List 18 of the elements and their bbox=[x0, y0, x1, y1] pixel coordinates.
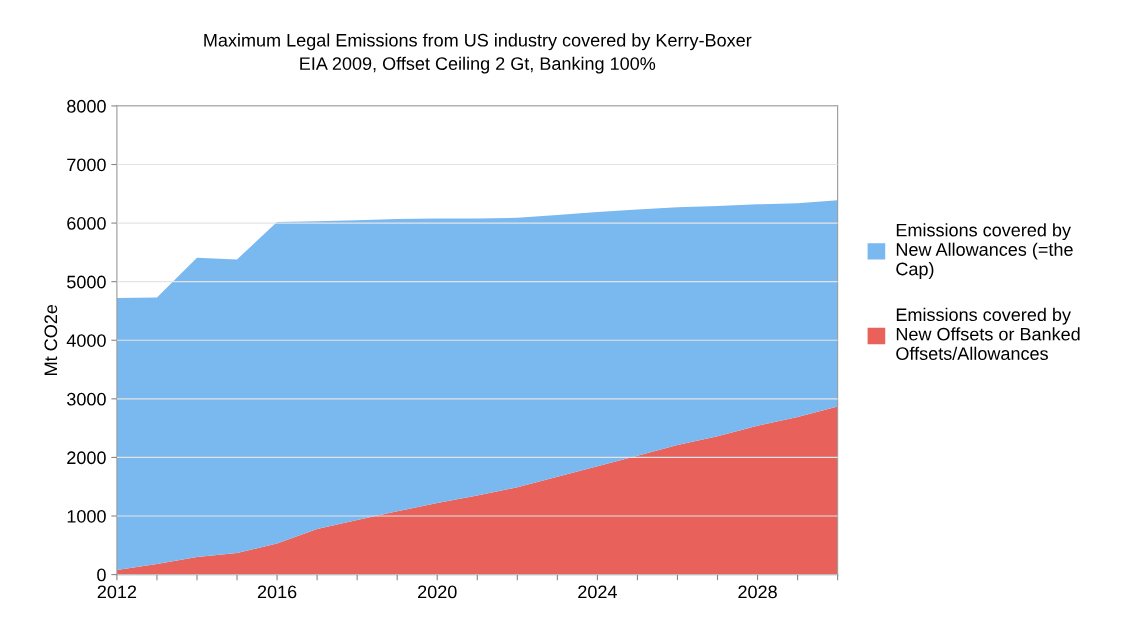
legend-label: Emissions covered by New Offsets or Banked Offsets/Allowances bbox=[896, 307, 1080, 360]
y-tick-label: 3000 bbox=[67, 392, 106, 406]
y-tick-label: 8000 bbox=[67, 99, 106, 113]
y-tick-label: 4000 bbox=[66, 334, 106, 347]
chart-title: Maximum Legal Emissions from US industry covered by Kerry-Boxer EIA 2009, Offset Ceiling 2 Gt, Banking 100% bbox=[204, 33, 752, 74]
y-tick-label: 7000 bbox=[67, 158, 106, 172]
legend-label: Emissions covered by New Allowances (=the Cap) bbox=[896, 223, 1073, 279]
y-tick-label: 2000 bbox=[67, 451, 106, 465]
x-tick-label: 2020 bbox=[418, 585, 457, 599]
y-tick-label: 1000 bbox=[67, 509, 106, 523]
x-tick-label: 2028 bbox=[738, 585, 777, 599]
x-tick-label: 2024 bbox=[578, 585, 617, 599]
x-tick-label: 2016 bbox=[257, 585, 297, 599]
y-tick-label: 0 bbox=[97, 568, 106, 582]
y-tick-label: 5000 bbox=[67, 275, 106, 289]
y-tick-label: 6000 bbox=[67, 217, 106, 230]
x-tick-label: 2012 bbox=[97, 585, 137, 599]
y-axis-title: Mt CO2e bbox=[44, 304, 58, 375]
